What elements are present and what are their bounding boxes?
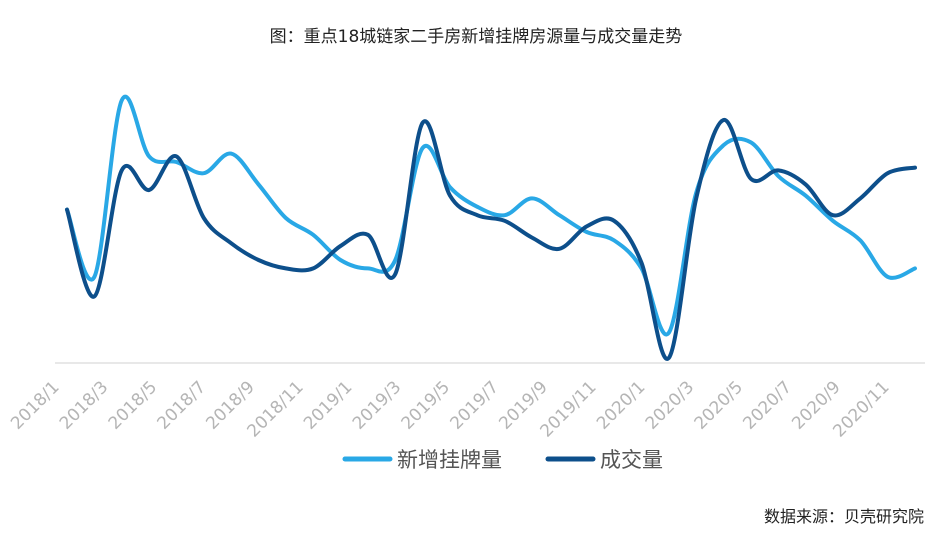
series-line-2 — [65, 118, 917, 361]
source-note: 数据来源：贝壳研究院 — [763, 507, 924, 526]
legend-label-1: 新增挂牌量 — [397, 448, 502, 472]
x-tick-label: 2019/1 — [300, 377, 356, 433]
x-tick-label: 2020/1 — [593, 377, 649, 433]
x-tick-label: 2019/7 — [447, 377, 503, 433]
chart-title: 图：重点18城链家二手房新增挂牌房源量与成交量走势 — [269, 27, 683, 47]
x-tick-label: 2020/5 — [691, 377, 747, 433]
x-tick-label: 2020/7 — [739, 377, 795, 433]
series-line-1 — [65, 94, 917, 337]
x-tick-label: 2018/5 — [105, 377, 161, 433]
series-lines — [65, 94, 917, 361]
legend: 新增挂牌量 成交量 — [342, 448, 663, 472]
x-tick-label: 2018/7 — [154, 377, 210, 433]
x-tick-label: 2018/3 — [56, 377, 112, 433]
x-tick-label: 2019/3 — [349, 377, 405, 433]
x-tick-label: 2019/5 — [398, 377, 454, 433]
x-tick-labels: 2018/12018/32018/52018/72018/92018/11201… — [7, 377, 893, 441]
legend-label-2: 成交量 — [600, 448, 663, 472]
x-tick-label: 2018/1 — [7, 377, 63, 433]
x-tick-label: 2020/3 — [642, 377, 698, 433]
